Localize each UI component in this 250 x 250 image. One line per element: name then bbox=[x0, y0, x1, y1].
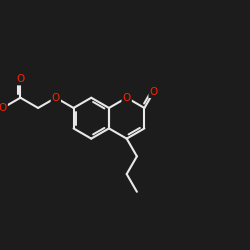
Text: O: O bbox=[150, 87, 158, 97]
Text: O: O bbox=[16, 74, 24, 84]
Text: O: O bbox=[52, 93, 60, 103]
Text: O: O bbox=[0, 103, 7, 113]
Text: O: O bbox=[122, 93, 131, 103]
